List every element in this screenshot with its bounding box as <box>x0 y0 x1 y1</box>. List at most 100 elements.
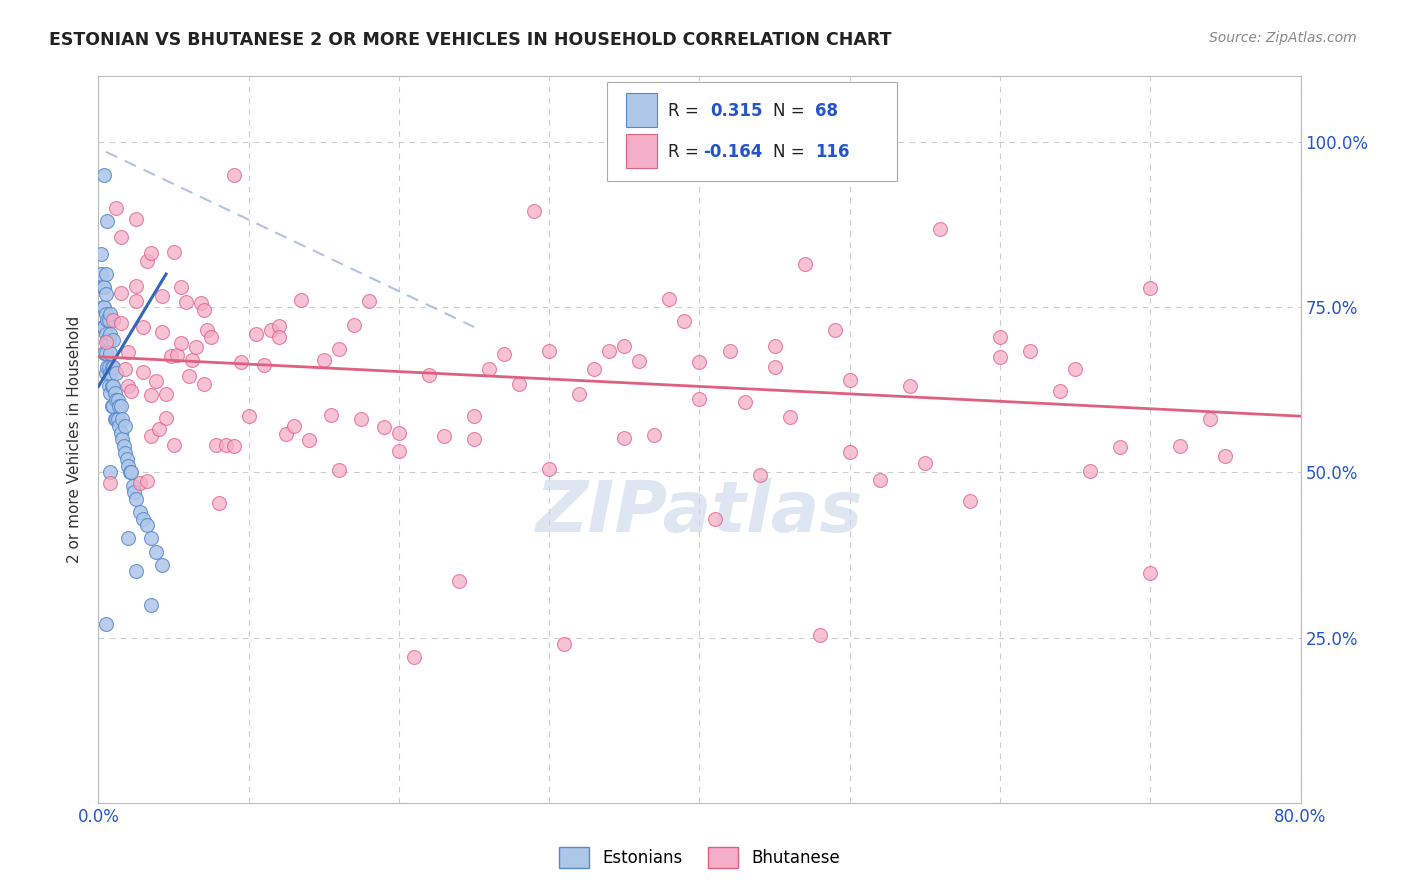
Point <box>238 409 260 424</box>
Text: ZIPatlas: ZIPatlas <box>536 477 863 547</box>
Point <box>703 511 725 525</box>
Point <box>267 319 290 334</box>
Point <box>97 333 120 347</box>
Point <box>929 222 952 236</box>
Text: R =: R = <box>668 102 704 120</box>
Point <box>988 350 1011 364</box>
Point <box>174 294 197 309</box>
Point <box>117 379 139 393</box>
Point <box>357 293 380 308</box>
Point <box>107 392 129 407</box>
Point <box>105 392 128 407</box>
Point <box>111 432 134 446</box>
Point <box>748 468 770 483</box>
Point <box>110 316 132 330</box>
Point <box>94 307 117 321</box>
Point <box>200 330 222 344</box>
Point <box>101 379 124 393</box>
Point <box>100 476 122 491</box>
Point <box>222 168 245 182</box>
Point <box>260 323 283 337</box>
Point <box>139 429 162 443</box>
Point <box>222 439 245 453</box>
Point <box>276 426 298 441</box>
Point <box>170 335 193 350</box>
Point <box>103 379 125 393</box>
Point <box>658 293 681 307</box>
Point <box>1170 439 1192 453</box>
Point <box>101 399 124 413</box>
Text: N =: N = <box>773 102 810 120</box>
Point <box>688 392 710 406</box>
Point <box>100 466 122 480</box>
Point <box>1139 566 1161 580</box>
Point <box>93 280 115 294</box>
Point <box>1109 440 1132 454</box>
Point <box>114 445 136 459</box>
Point <box>838 372 860 386</box>
Point <box>1215 450 1237 464</box>
Point <box>155 387 177 401</box>
Point <box>159 350 181 364</box>
Point <box>100 346 122 360</box>
Point <box>90 267 112 281</box>
Point <box>125 279 148 293</box>
Point <box>204 438 226 452</box>
Point <box>494 347 516 361</box>
Point <box>688 355 710 369</box>
Point <box>135 518 157 533</box>
Text: N =: N = <box>773 144 810 161</box>
Point <box>125 293 148 308</box>
Point <box>129 476 152 491</box>
Point <box>145 374 167 388</box>
Point <box>231 354 253 368</box>
Point <box>150 325 173 339</box>
Point <box>125 565 148 579</box>
Point <box>96 214 118 228</box>
Point <box>290 293 312 308</box>
Point <box>538 344 561 359</box>
Point <box>388 425 411 440</box>
Point <box>96 313 118 327</box>
Point <box>190 296 212 310</box>
Point <box>1019 343 1042 358</box>
Point <box>94 287 117 301</box>
Point <box>988 329 1011 343</box>
Point <box>388 444 411 458</box>
Point <box>148 422 170 436</box>
Point <box>162 438 184 452</box>
Point <box>125 491 148 506</box>
Point <box>914 456 936 470</box>
Point <box>150 558 173 572</box>
Point <box>463 409 485 423</box>
Point <box>898 379 921 393</box>
Point <box>643 428 665 442</box>
Point <box>94 326 117 341</box>
Point <box>838 444 860 458</box>
Point <box>869 473 891 487</box>
Y-axis label: 2 or more Vehicles in Household: 2 or more Vehicles in Household <box>67 316 83 563</box>
Point <box>673 314 696 328</box>
Point <box>162 244 184 259</box>
Point <box>583 362 606 376</box>
Point <box>447 574 470 588</box>
Point <box>91 300 114 314</box>
Point <box>93 346 115 360</box>
Point <box>215 438 238 452</box>
Point <box>328 342 350 356</box>
Point <box>110 425 132 440</box>
Point <box>139 246 162 260</box>
Point <box>94 366 117 380</box>
Point <box>110 399 132 413</box>
Point <box>97 379 120 393</box>
Point <box>538 461 561 475</box>
Point <box>94 617 117 632</box>
Point <box>433 429 456 443</box>
Point <box>91 280 114 294</box>
Point <box>312 352 335 367</box>
Point <box>132 320 155 334</box>
Text: Source: ZipAtlas.com: Source: ZipAtlas.com <box>1209 31 1357 45</box>
Point <box>103 333 125 347</box>
Point <box>97 313 120 327</box>
Point <box>959 494 981 508</box>
